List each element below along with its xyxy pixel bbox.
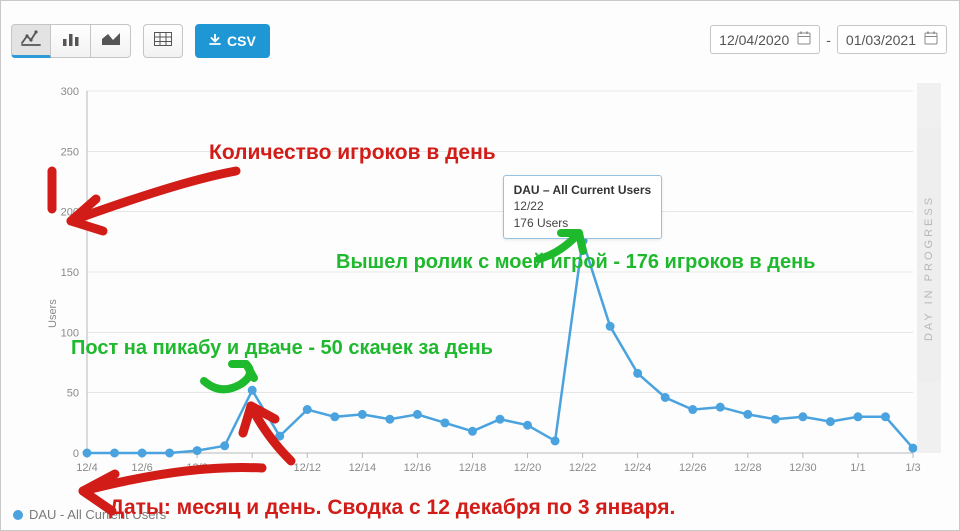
svg-text:200: 200 xyxy=(61,207,79,219)
svg-text:300: 300 xyxy=(61,86,79,98)
area-chart-button[interactable] xyxy=(91,24,131,58)
svg-text:12/16: 12/16 xyxy=(404,462,432,474)
bar-chart-button[interactable] xyxy=(51,24,91,58)
y-axis-label: Users xyxy=(47,299,59,328)
svg-text:1/1: 1/1 xyxy=(850,462,865,474)
table-icon xyxy=(154,32,172,50)
table-view-button[interactable] xyxy=(143,24,183,58)
svg-text:12/8: 12/8 xyxy=(186,462,207,474)
svg-text:12/4: 12/4 xyxy=(76,462,97,474)
analytics-panel: CSV 12/04/2020 - 01/03/2021 Users DAY IN… xyxy=(0,0,960,531)
legend-dot xyxy=(13,510,23,520)
annotation-video: Вышел ролик с моей игрой - 176 игроков в… xyxy=(336,251,815,274)
svg-text:12/26: 12/26 xyxy=(679,462,707,474)
svg-text:150: 150 xyxy=(61,267,79,279)
svg-text:12/14: 12/14 xyxy=(349,462,377,474)
svg-text:12/18: 12/18 xyxy=(459,462,487,474)
svg-text:12/6: 12/6 xyxy=(131,462,152,474)
svg-text:0: 0 xyxy=(73,448,79,460)
tooltip-value: 176 Users xyxy=(514,215,652,232)
chart-tooltip: DAU – All Current Users 12/22 176 Users xyxy=(503,175,663,239)
svg-text:12/24: 12/24 xyxy=(624,462,652,474)
date-range: 12/04/2020 - 01/03/2021 xyxy=(710,25,947,54)
svg-text:1/3: 1/3 xyxy=(905,462,920,474)
svg-text:250: 250 xyxy=(61,146,79,158)
date-from-value: 12/04/2020 xyxy=(719,32,789,48)
line-chart-button[interactable] xyxy=(11,24,51,58)
date-to-input[interactable]: 01/03/2021 xyxy=(837,25,947,54)
progress-band-label: DAY IN PROGRESS xyxy=(923,195,935,341)
day-in-progress-band: DAY IN PROGRESS xyxy=(917,83,941,453)
svg-text:12/22: 12/22 xyxy=(569,462,597,474)
date-from-input[interactable]: 12/04/2020 xyxy=(710,25,820,54)
tooltip-title: DAU – All Current Users xyxy=(514,182,652,199)
annotation-players-per-day: Количество игроков в день xyxy=(209,141,496,165)
area-chart-icon xyxy=(101,31,121,51)
calendar-icon xyxy=(797,31,811,48)
toolbar: CSV xyxy=(11,21,270,61)
svg-text:12/28: 12/28 xyxy=(734,462,762,474)
svg-text:12/20: 12/20 xyxy=(514,462,542,474)
date-separator: - xyxy=(826,32,831,48)
bar-chart-icon xyxy=(62,31,80,51)
chart-type-group xyxy=(11,24,131,58)
annotation-dates-caption: Даты: месяц и день. Сводка с 12 декабря … xyxy=(109,496,675,520)
svg-text:50: 50 xyxy=(67,388,79,400)
svg-text:12/12: 12/12 xyxy=(294,462,322,474)
svg-text:12/30: 12/30 xyxy=(789,462,817,474)
export-csv-button[interactable]: CSV xyxy=(195,24,270,58)
tooltip-date: 12/22 xyxy=(514,198,652,215)
calendar-icon xyxy=(924,31,938,48)
annotation-pikabu-post: Пост на пикабу и дваче - 50 скачек за де… xyxy=(71,337,493,360)
line-chart-icon xyxy=(21,30,41,50)
download-icon xyxy=(209,33,221,49)
csv-label: CSV xyxy=(227,33,256,49)
svg-text:12/10: 12/10 xyxy=(238,462,266,474)
date-to-value: 01/03/2021 xyxy=(846,32,916,48)
